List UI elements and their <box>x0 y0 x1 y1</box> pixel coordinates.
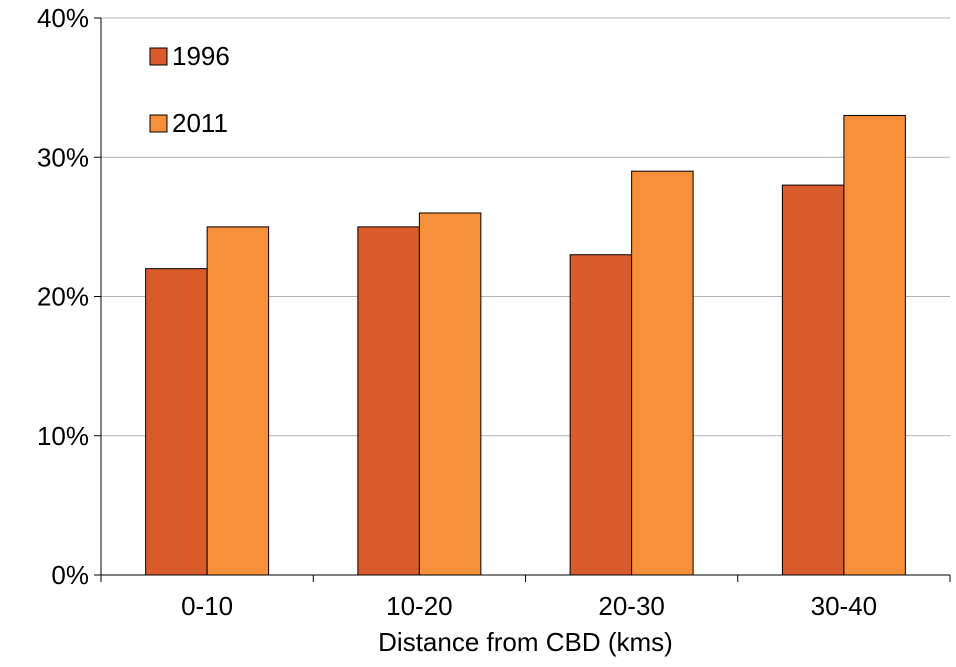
y-tick-label: 10% <box>37 421 89 451</box>
bar-1996-30-40 <box>781 184 845 576</box>
bar-2011-20-30 <box>631 170 694 576</box>
y-tick-label: 0% <box>51 560 89 590</box>
x-tick-label: 20-30 <box>598 591 665 621</box>
legend-swatch-1996 <box>149 47 168 66</box>
bar-2011-0-10 <box>206 226 270 576</box>
x-tick-label: 10-20 <box>386 591 453 621</box>
x-tick-label: 30-40 <box>811 591 878 621</box>
y-tick-label: 20% <box>37 282 89 312</box>
y-tick-label: 30% <box>37 142 89 172</box>
x-axis-ticks: 0-10 10-20 20-30 30-40 <box>100 575 951 621</box>
legend-label-2011: 2011 <box>172 108 228 138</box>
y-axis-ticks: 0% 10% 20% 30% 40% <box>37 3 101 590</box>
legend-swatch-2011 <box>149 114 168 133</box>
bar-1996-0-10 <box>145 268 208 576</box>
legend-label-1996: 1996 <box>172 41 230 71</box>
bar-1996-20-30 <box>569 254 633 576</box>
legend: 1996 2011 <box>149 41 230 138</box>
bar-2011-10-20 <box>418 212 482 576</box>
y-tick-label: 40% <box>37 3 89 33</box>
x-axis-label: Distance from CBD (kms) <box>378 627 673 657</box>
bar-2011-30-40 <box>843 114 906 576</box>
bar-1996-10-20 <box>357 226 420 576</box>
bars <box>145 114 906 576</box>
x-tick-label: 0-10 <box>181 591 233 621</box>
